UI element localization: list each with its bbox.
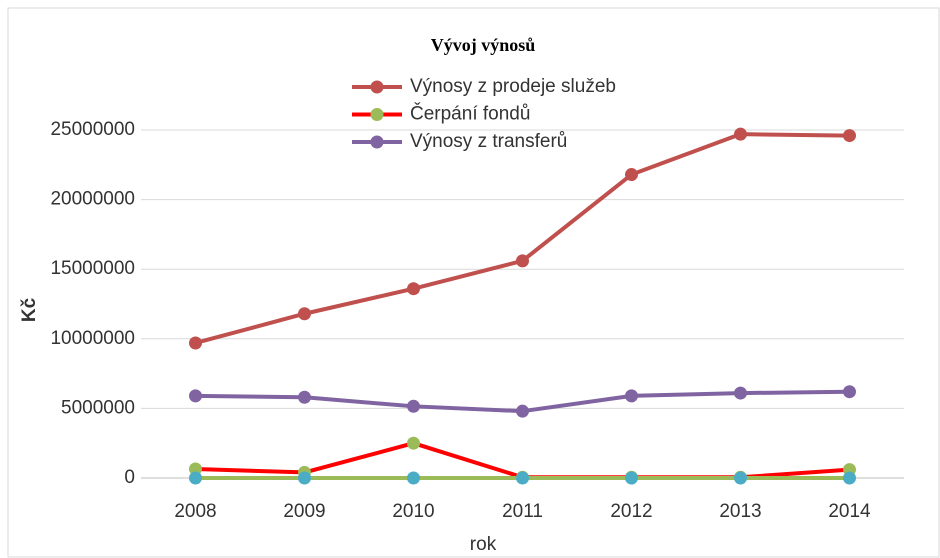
x-tick-label: 2013 — [719, 501, 761, 522]
x-tick-label: 2011 — [502, 501, 543, 522]
data-point — [843, 129, 856, 143]
legend-marker — [370, 135, 384, 149]
legend-marker — [370, 80, 384, 94]
legend-label: Výnosy z prodeje služeb — [410, 76, 616, 97]
x-tick-label: 2012 — [610, 501, 652, 522]
data-point — [516, 404, 529, 418]
data-point — [189, 471, 202, 485]
data-point — [189, 462, 202, 476]
data-point — [734, 386, 747, 400]
data-point — [407, 436, 420, 450]
data-point — [516, 471, 529, 485]
data-point — [843, 471, 856, 485]
data-point — [516, 254, 529, 268]
data-point — [625, 471, 638, 485]
data-point — [734, 471, 747, 485]
data-point — [189, 389, 202, 403]
data-point — [407, 399, 420, 413]
x-axis-label: rok — [470, 534, 497, 555]
y-tick-label: 0 — [124, 467, 135, 488]
data-point — [189, 336, 202, 350]
chart-title: Vývoj výnosů — [431, 35, 536, 55]
y-tick-label: 5000000 — [61, 397, 135, 418]
y-tick-label: 20000000 — [50, 189, 135, 210]
y-axis-label: Kč — [19, 297, 40, 322]
x-tick-label: 2009 — [283, 501, 325, 522]
data-point — [298, 307, 311, 321]
data-point — [625, 168, 638, 182]
x-tick-label: 2008 — [174, 501, 216, 522]
x-tick-label: 2014 — [828, 501, 871, 522]
data-point — [843, 385, 856, 399]
y-tick-label: 25000000 — [50, 119, 135, 140]
y-tick-label: 10000000 — [50, 328, 135, 349]
legend-label: Výnosy z transferů — [410, 131, 567, 152]
data-point — [298, 471, 311, 485]
legend-marker — [370, 108, 384, 121]
y-tick-label: 15000000 — [50, 258, 135, 279]
data-point — [625, 389, 638, 403]
data-point — [734, 127, 747, 141]
data-point — [298, 390, 311, 404]
chart-border — [7, 7, 940, 558]
data-point — [407, 471, 420, 485]
x-tick-label: 2010 — [392, 501, 434, 522]
legend-label: Čerpání fondů — [410, 103, 530, 125]
data-point — [407, 282, 420, 296]
